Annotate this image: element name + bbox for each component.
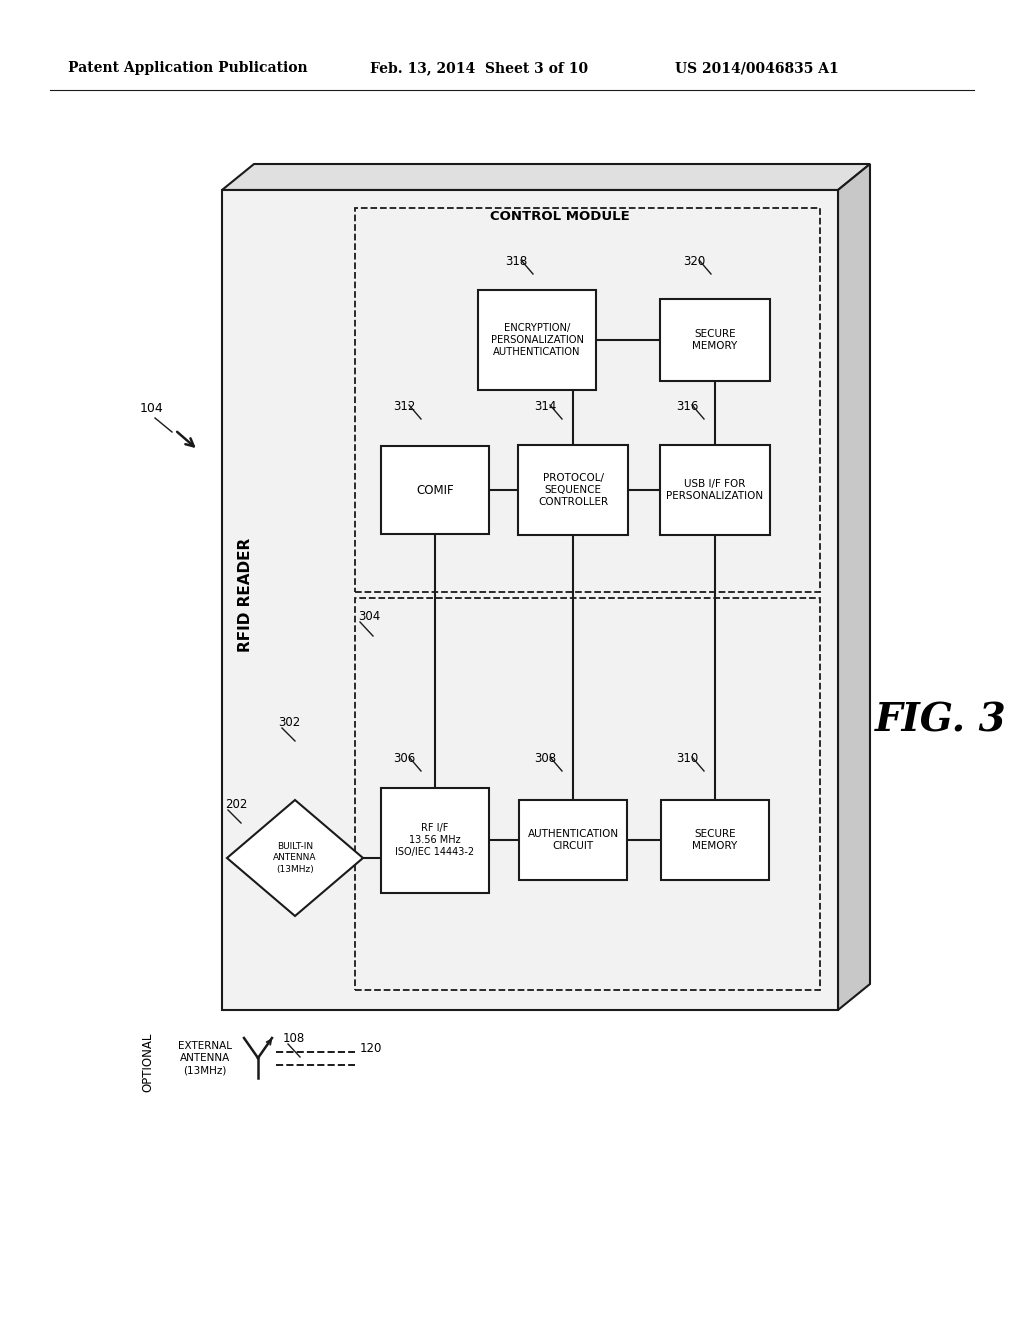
Bar (518, 445, 628, 535)
Text: EXTERNAL
ANTENNA
(13MHz): EXTERNAL ANTENNA (13MHz) (178, 1040, 232, 1076)
Text: 320: 320 (683, 255, 706, 268)
Bar (355, 209, 820, 591)
Text: SECURE
MEMORY: SECURE MEMORY (692, 829, 737, 851)
Text: SECURE
MEMORY: SECURE MEMORY (692, 329, 737, 351)
Text: 310: 310 (676, 752, 698, 766)
Bar (381, 446, 489, 535)
Bar (355, 598, 820, 990)
Text: 318: 318 (505, 255, 527, 268)
Text: RFID READER: RFID READER (238, 537, 253, 652)
Polygon shape (222, 164, 870, 190)
Text: FIG. 3: FIG. 3 (874, 701, 1007, 739)
Text: 202: 202 (225, 799, 248, 810)
Text: AUTHENTICATION
CIRCUIT: AUTHENTICATION CIRCUIT (527, 829, 618, 851)
Text: COMIF: COMIF (416, 483, 454, 496)
Polygon shape (222, 190, 838, 1010)
Text: 302: 302 (278, 715, 300, 729)
Bar (519, 800, 627, 880)
Text: 308: 308 (534, 752, 556, 766)
Text: US 2014/0046835 A1: US 2014/0046835 A1 (675, 61, 839, 75)
Text: CONTROL MODULE: CONTROL MODULE (490, 210, 630, 223)
Text: ENCRYPTION/
PERSONALIZATION
AUTHENTICATION: ENCRYPTION/ PERSONALIZATION AUTHENTICATI… (490, 322, 584, 358)
Text: 312: 312 (393, 400, 416, 413)
Text: USB I/F FOR
PERSONALIZATION: USB I/F FOR PERSONALIZATION (667, 479, 764, 502)
Polygon shape (227, 800, 362, 916)
Bar (660, 445, 770, 535)
Text: 306: 306 (393, 752, 416, 766)
Text: 120: 120 (360, 1041, 382, 1055)
Bar (381, 788, 489, 892)
Text: 108: 108 (283, 1032, 305, 1045)
Polygon shape (838, 164, 870, 1010)
Text: OPTIONAL: OPTIONAL (141, 1032, 155, 1092)
Text: 304: 304 (358, 610, 380, 623)
Text: Feb. 13, 2014  Sheet 3 of 10: Feb. 13, 2014 Sheet 3 of 10 (370, 61, 588, 75)
Bar (660, 300, 770, 381)
Text: 316: 316 (676, 400, 698, 413)
Bar (662, 800, 769, 880)
Text: BUILT-IN
ANTENNA
(13MHz): BUILT-IN ANTENNA (13MHz) (273, 842, 316, 874)
Text: PROTOCOL/
SEQUENCE
CONTROLLER: PROTOCOL/ SEQUENCE CONTROLLER (538, 473, 608, 507)
Text: 104: 104 (140, 401, 164, 414)
Text: Patent Application Publication: Patent Application Publication (68, 61, 307, 75)
Text: RF I/F
13.56 MHz
ISO/IEC 14443-2: RF I/F 13.56 MHz ISO/IEC 14443-2 (395, 822, 474, 858)
Text: 314: 314 (534, 400, 556, 413)
Bar (478, 290, 596, 389)
